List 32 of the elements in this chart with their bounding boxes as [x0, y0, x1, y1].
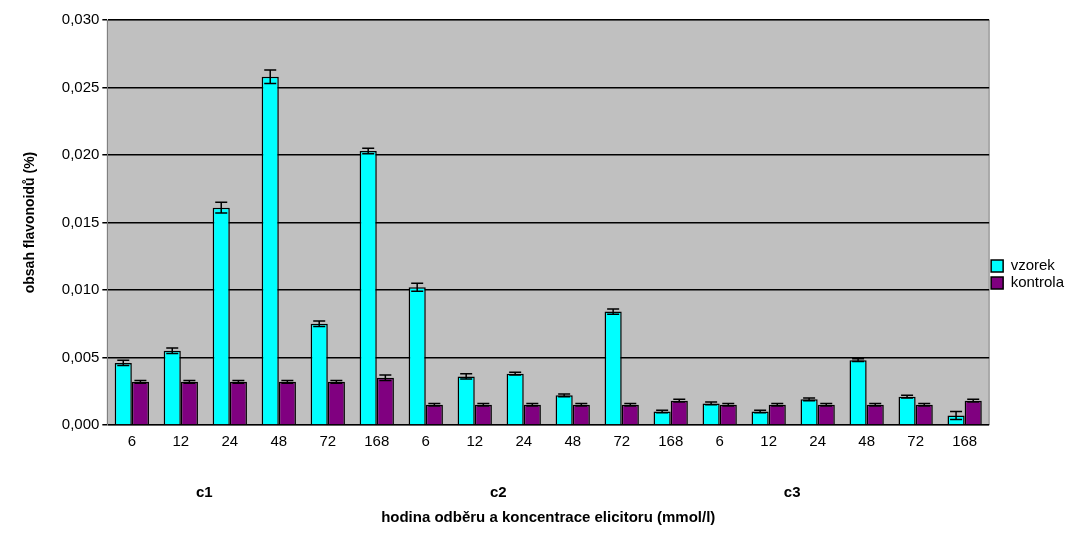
x-tick-label: 168: [364, 432, 390, 450]
x-tick-label: 6: [127, 432, 136, 450]
x-tick-label: 168: [658, 432, 684, 450]
x-tick-label: 12: [760, 432, 778, 450]
x-tick-label: 48: [270, 432, 288, 450]
y-tick-label: 0,005: [61, 347, 100, 365]
x-tick-label: 24: [809, 432, 827, 450]
x-tick-label: 48: [564, 432, 582, 450]
text: c2: [489, 483, 507, 500]
legend-label: kontrola: [1010, 273, 1065, 291]
y-tick-label: 0,000: [61, 415, 100, 433]
x-tick-label: 168: [952, 432, 978, 450]
legend-label: vzorek: [1010, 256, 1056, 274]
y-tick-label: 0,010: [61, 280, 100, 298]
y-tick-label: 0,025: [61, 77, 100, 95]
x-tick-label: 72: [319, 432, 337, 450]
x-tick-label: 6: [421, 432, 430, 450]
y-tick-label: 0,030: [61, 10, 100, 28]
y-tick-label: 0,020: [61, 145, 100, 163]
y-axis-title: obsah flavonoidů (%): [21, 151, 38, 294]
text: c1: [195, 483, 213, 500]
x-tick-label: 12: [466, 432, 484, 450]
x-tick-label: 24: [221, 432, 239, 450]
x-tick-label: 24: [515, 432, 533, 450]
x-axis-title: hodina odběru a koncentrace elicitoru (mmol/l): [381, 508, 716, 526]
y-tick-label: 0,015: [61, 212, 100, 230]
x-tick-label: 48: [858, 432, 876, 450]
x-tick-label: 6: [715, 432, 724, 450]
x-tick-label: 72: [613, 432, 631, 450]
x-tick-label: 72: [907, 432, 924, 450]
x-tick-label: 12: [172, 432, 190, 450]
text: c3: [783, 483, 801, 500]
